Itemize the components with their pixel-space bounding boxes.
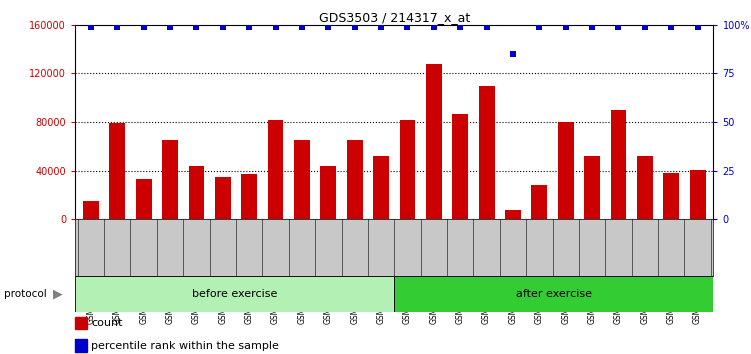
Point [191, 24, 203, 29]
Bar [663, 173, 679, 219]
Point [348, 24, 360, 29]
Point [639, 24, 651, 29]
Bar [83, 201, 99, 219]
Bar [558, 122, 574, 219]
Point [402, 24, 414, 29]
Bar [373, 156, 389, 219]
Bar [75, 276, 394, 312]
Bar [347, 141, 363, 219]
Point [270, 24, 282, 29]
Text: GDS3503 / 214317_x_at: GDS3503 / 214317_x_at [318, 11, 470, 24]
Point [481, 24, 493, 29]
Bar [689, 170, 705, 219]
Point [137, 24, 149, 29]
Point [692, 24, 704, 29]
Point [507, 51, 519, 57]
Bar [452, 114, 468, 219]
Text: ▶: ▶ [53, 287, 62, 300]
Point [243, 24, 255, 29]
Text: before exercise: before exercise [192, 289, 277, 299]
Point [164, 24, 176, 29]
Point [428, 24, 440, 29]
Bar [400, 120, 415, 219]
Bar [321, 166, 336, 219]
Point [586, 24, 598, 29]
Point [454, 24, 466, 29]
Point [296, 24, 308, 29]
Point [322, 24, 334, 29]
Bar [505, 210, 521, 219]
Bar [532, 185, 547, 219]
Text: protocol: protocol [4, 289, 47, 299]
Bar [267, 120, 283, 219]
Bar [110, 123, 125, 219]
Bar [478, 86, 494, 219]
Text: count: count [91, 318, 122, 328]
Bar [75, 339, 86, 352]
Bar [394, 276, 713, 312]
Bar [637, 156, 653, 219]
Bar [611, 110, 626, 219]
Text: after exercise: after exercise [516, 289, 592, 299]
Point [665, 24, 677, 29]
Bar [189, 166, 204, 219]
Bar [136, 179, 152, 219]
Point [85, 24, 97, 29]
Bar [584, 156, 600, 219]
Bar [162, 141, 178, 219]
Text: percentile rank within the sample: percentile rank within the sample [91, 341, 279, 350]
Point [613, 24, 625, 29]
Bar [75, 316, 86, 329]
Bar [215, 177, 231, 219]
Bar [426, 64, 442, 219]
Point [375, 24, 387, 29]
Bar [294, 141, 310, 219]
Point [559, 24, 572, 29]
Bar [241, 175, 257, 219]
Point [533, 24, 545, 29]
Point [217, 24, 229, 29]
Point [111, 24, 123, 29]
